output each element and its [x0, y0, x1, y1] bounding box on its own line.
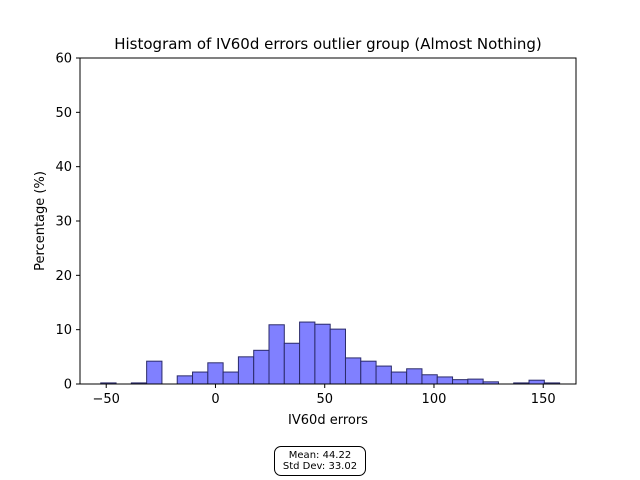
histogram-bar-24	[467, 378, 484, 385]
y-tick-label-6: 60	[55, 52, 72, 67]
stats-box: Mean: 44.22 Std Dev: 33.02	[274, 446, 366, 476]
histogram-bar-14	[314, 323, 331, 385]
y-tick-label-3: 30	[55, 215, 72, 230]
bars-group	[100, 321, 561, 385]
histogram-bar-3	[146, 360, 163, 385]
histogram-bar-10	[253, 349, 270, 385]
histogram-bar-7	[207, 362, 224, 385]
histogram-bar-11	[268, 324, 285, 385]
x-tick-label-3: 100	[422, 392, 447, 407]
x-tick-label-4: 150	[531, 392, 556, 407]
histogram-bar-18	[375, 365, 392, 385]
histogram-bar-15	[329, 328, 346, 385]
y-tick-label-1: 10	[55, 323, 72, 338]
histogram-bar-17	[360, 360, 377, 385]
histogram-bar-22	[436, 376, 454, 385]
histogram-bar-6	[192, 371, 209, 385]
histogram-bar-21	[421, 374, 438, 385]
histogram-bar-28	[528, 379, 545, 385]
histogram-bar-19	[390, 371, 408, 385]
y-tick-label-4: 40	[55, 160, 72, 175]
mean-label: Mean: 44.22	[288, 450, 352, 461]
x-tick-label-0: −50	[93, 392, 120, 407]
histogram-bar-9	[237, 356, 255, 385]
x-axis-ticks: −50 0 50 100 150	[93, 384, 556, 407]
histogram-bar-13	[299, 321, 316, 385]
y-axis-label: Percentage (%)	[33, 171, 48, 271]
std-dev-label: Std Dev: 33.02	[282, 461, 358, 472]
y-tick-label-0: 0	[64, 378, 72, 393]
histogram-bar-23	[452, 379, 469, 385]
histogram-bar-20	[406, 368, 423, 385]
histogram-bar-12	[283, 342, 301, 385]
x-tick-label-2: 50	[316, 392, 333, 407]
histogram-bar-5	[176, 375, 194, 385]
chart-title: Histogram of IV60d errors outlier group …	[114, 35, 542, 53]
y-axis-ticks: 0 10 20 30 40 50 60	[55, 52, 80, 393]
x-tick-label-1: 0	[211, 392, 219, 407]
y-tick-label-5: 50	[55, 106, 72, 121]
y-tick-label-2: 20	[55, 269, 72, 284]
histogram-bar-16	[344, 357, 362, 385]
x-axis-label: IV60d errors	[288, 413, 368, 428]
histogram-bar-8	[222, 371, 239, 385]
